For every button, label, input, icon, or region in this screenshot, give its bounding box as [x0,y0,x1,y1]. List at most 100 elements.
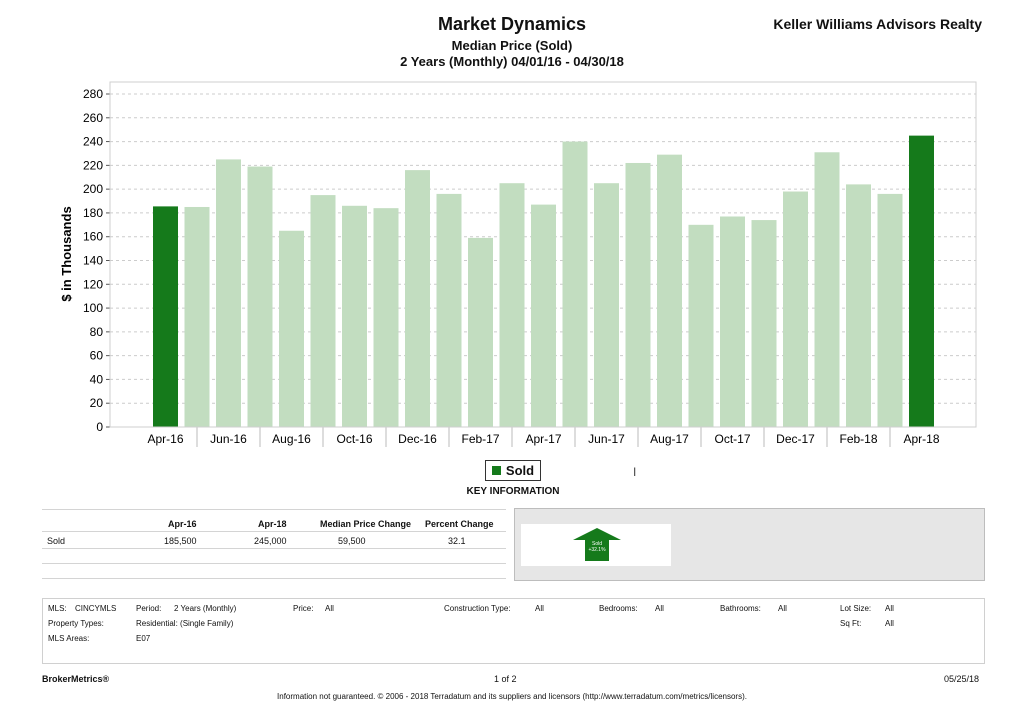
bar-Jan-17 [436,193,462,427]
chart-bars [153,135,934,428]
badge-line-2: +32.1% [588,547,606,553]
disclaimer: Information not guaranteed. © 2006 - 201… [277,692,747,701]
mls-areas-value: E07 [136,634,151,643]
x-tick-label: Apr-16 [147,432,183,446]
bathrooms-value: All [778,604,787,613]
header-change: Median Price Change [320,519,412,529]
lot-label: Lot Size: [840,604,872,613]
bar-Feb-17 [468,237,493,427]
bedrooms-value: All [655,604,664,613]
page-number: 1 of 2 [494,674,517,684]
x-tick-label: Feb-18 [839,432,877,446]
y-axis-label: $ in Thousands [59,206,74,301]
bar-Oct-16 [342,205,367,427]
y-tick-label: 200 [83,182,103,196]
report-date: 05/25/18 [944,674,980,684]
bar-May-16 [184,206,210,427]
chart-legend: Sold [485,460,541,481]
mls-areas-label: MLS Areas: [48,634,90,643]
x-tick-label: Jun-16 [210,432,247,446]
sqft-label: Sq Ft: [840,619,862,628]
search-criteria: MLS: CINCYMLS Period: 2 Years (Monthly) … [42,598,985,664]
y-tick-label: 160 [83,230,103,244]
price-value: All [325,604,334,613]
x-axis-ticks: Apr-16 Jun-16 Aug-16 Oct-16 Dec-16 Feb-17 Apr-… [110,426,976,447]
bedrooms-label: Bedrooms: [599,604,638,613]
header-end: Apr-18 [258,519,287,529]
bar-Jun-17 [594,183,619,427]
bar-Feb-18 [846,184,871,427]
x-tick-label: Aug-16 [272,432,311,446]
y-tick-label: 20 [90,396,104,410]
chart-subtitle: Median Price (Sold) [451,38,573,53]
table-divider [42,578,506,579]
text-cursor-icon: I [633,465,637,479]
x-tick-label: Oct-17 [714,432,750,446]
value-start: 185,500 [164,536,197,546]
y-tick-label: 0 [96,420,103,434]
bar-Jan-18 [814,152,840,427]
bar-Mar-17 [499,183,525,427]
header-start: Apr-16 [168,519,197,529]
bar-Dec-17 [783,191,808,427]
bar-Jul-17 [625,162,651,427]
x-tick-label: Jun-17 [588,432,625,446]
bar-Apr-17 [531,204,556,427]
table-divider [42,509,506,510]
table-divider [42,548,506,549]
y-tick-label: 280 [83,87,103,101]
table-divider [42,531,506,532]
y-tick-label: 100 [83,301,103,315]
x-tick-label: Feb-17 [461,432,499,446]
property-types-label: Property Types: [48,619,104,628]
brand-name: Keller Williams Advisors Realty [773,16,982,32]
x-tick-label: Aug-17 [650,432,689,446]
bar-Apr-16 [153,206,178,427]
change-badge-area: Sold +32.1% [521,524,671,566]
y-tick-label: 80 [90,325,104,339]
y-tick-label: 120 [83,277,103,291]
up-arrow-icon: Sold +32.1% [573,528,625,564]
chart-date-range: 2 Years (Monthly) 04/01/16 - 04/30/18 [400,54,624,69]
change-panel: Sold +32.1% [514,508,985,581]
x-tick-label: Oct-16 [336,432,372,446]
key-info-table: Apr-16 Apr-18 Median Price Change Percen… [42,509,506,579]
bathrooms-label: Bathrooms: [720,604,761,613]
value-end: 245,000 [254,536,287,546]
bar-Aug-17 [657,154,682,427]
bar-Aug-16 [279,230,304,427]
bar-Oct-17 [720,216,745,427]
bar-chart: 020406080100120140160180200220240260280 … [59,81,977,447]
y-axis-ticks: 0 20 40 60 80 100 120 140 160 180 200 220 240 260 280 [83,87,110,434]
y-tick-label: 60 [90,349,104,363]
sqft-value: All [885,619,894,628]
value-percent: 32.1 [448,536,466,546]
price-label: Price: [293,604,314,613]
legend-label: Sold [505,463,535,478]
x-tick-label: Dec-16 [398,432,437,446]
table-divider [42,563,506,564]
y-tick-label: 260 [83,111,103,125]
bar-Mar-18 [877,193,903,427]
y-tick-label: 240 [83,135,103,149]
x-tick-label: Apr-17 [525,432,561,446]
construction-value: All [535,604,544,613]
y-tick-label: 40 [90,372,104,386]
footer-brand: BrokerMetrics® [42,674,110,684]
bar-May-17 [562,141,588,428]
change-badge-text: Sold +32.1% [573,541,621,553]
bar-Sep-16 [310,195,336,427]
y-tick-label: 220 [83,158,103,172]
bar-Dec-16 [405,170,430,427]
bar-Jul-16 [247,166,273,427]
key-info-title: KEY INFORMATION [466,486,560,497]
period-label: Period: [136,604,162,613]
value-change: 59,500 [338,536,366,546]
y-tick-label: 180 [83,206,103,220]
property-types-value: Residential: (Single Family) [136,619,234,628]
bar-Nov-16 [373,208,399,427]
chart-title: Market Dynamics [437,14,587,34]
plot-border [109,81,977,428]
bar-Sep-17 [688,224,714,427]
bar-Nov-17 [751,220,777,427]
